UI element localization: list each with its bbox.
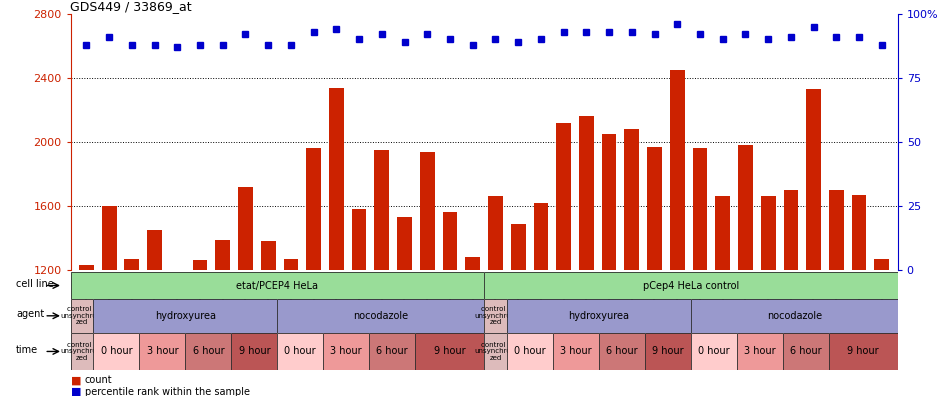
Text: ■: ■ [70,387,81,396]
Bar [556,123,571,396]
Bar [284,259,298,396]
Text: 6 hour: 6 hour [790,346,822,356]
Text: 6 hour: 6 hour [193,346,224,356]
Bar [79,265,94,396]
Bar [170,270,184,396]
Bar [760,196,776,396]
Bar [443,212,458,396]
Bar [124,259,139,396]
Bar [398,217,412,396]
Bar [306,148,321,396]
Text: percentile rank within the sample: percentile rank within the sample [85,387,250,396]
Text: hydroxyurea: hydroxyurea [155,311,216,321]
Text: 9 hour: 9 hour [434,346,465,356]
Bar [238,187,253,396]
Text: GDS449 / 33869_at: GDS449 / 33869_at [70,0,192,13]
Bar [852,195,867,396]
Bar [102,206,117,396]
Text: 9 hour: 9 hour [239,346,270,356]
Bar [807,89,821,396]
Bar [329,88,344,396]
Text: 3 hour: 3 hour [560,346,592,356]
Text: control -
unsynchroni
zed: control - unsynchroni zed [60,342,103,361]
Text: 3 hour: 3 hour [744,346,776,356]
Text: 0 hour: 0 hour [698,346,729,356]
Bar [534,203,548,396]
Bar [829,190,844,396]
Text: control -
unsynchroni
zed: control - unsynchroni zed [474,342,517,361]
Bar [693,148,708,396]
Bar [715,196,730,396]
Bar [420,152,434,396]
Text: pCep4 HeLa control: pCep4 HeLa control [643,280,739,291]
Bar [374,150,389,396]
Text: time: time [16,345,39,354]
Text: ■: ■ [70,375,81,385]
Bar [579,116,594,396]
Text: 6 hour: 6 hour [606,346,637,356]
Text: etat/PCEP4 HeLa: etat/PCEP4 HeLa [236,280,319,291]
Bar [647,147,662,396]
Text: 9 hour: 9 hour [652,346,683,356]
Bar [784,190,798,396]
Text: 9 hour: 9 hour [848,346,879,356]
Text: hydroxyurea: hydroxyurea [569,311,630,321]
Bar [488,196,503,396]
Text: agent: agent [16,309,44,319]
Text: control -
unsynchroni
zed: control - unsynchroni zed [474,307,517,325]
Bar [510,224,525,396]
Text: 0 hour: 0 hour [285,346,316,356]
Bar [602,134,617,396]
Text: control -
unsynchroni
zed: control - unsynchroni zed [60,307,103,325]
Text: 0 hour: 0 hour [514,346,546,356]
Bar [260,241,275,396]
Bar [193,261,208,396]
Bar [215,240,230,396]
Bar [624,129,639,396]
Bar [874,259,889,396]
Bar [148,230,162,396]
Text: count: count [85,375,112,385]
Text: 3 hour: 3 hour [331,346,362,356]
Text: nocodazole: nocodazole [353,311,408,321]
Bar [465,257,480,396]
Text: 3 hour: 3 hour [147,346,179,356]
Text: cell line: cell line [16,279,54,289]
Text: 0 hour: 0 hour [101,346,133,356]
Text: 6 hour: 6 hour [376,346,408,356]
Bar [352,209,367,396]
Text: nocodazole: nocodazole [767,311,822,321]
Bar [670,70,684,396]
Bar [738,145,753,396]
